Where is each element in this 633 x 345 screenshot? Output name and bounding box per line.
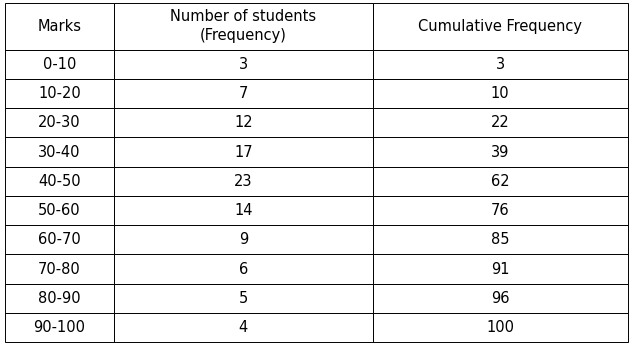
Bar xyxy=(5,137,114,167)
Bar xyxy=(114,255,373,284)
Text: 39: 39 xyxy=(491,145,510,159)
Bar xyxy=(373,50,628,79)
Text: 50-60: 50-60 xyxy=(38,203,81,218)
Bar xyxy=(5,313,114,342)
Bar xyxy=(5,284,114,313)
Text: 76: 76 xyxy=(491,203,510,218)
Bar xyxy=(5,79,114,108)
Bar xyxy=(5,196,114,225)
Bar xyxy=(373,196,628,225)
Text: 60-70: 60-70 xyxy=(38,232,81,247)
Text: 30-40: 30-40 xyxy=(39,145,81,159)
Text: 62: 62 xyxy=(491,174,510,189)
Text: 40-50: 40-50 xyxy=(38,174,81,189)
Text: Marks: Marks xyxy=(37,19,82,34)
Bar xyxy=(114,196,373,225)
Bar xyxy=(373,167,628,196)
Bar xyxy=(5,3,114,50)
Text: 22: 22 xyxy=(491,115,510,130)
Text: 96: 96 xyxy=(491,291,510,306)
Bar xyxy=(373,3,628,50)
Text: 17: 17 xyxy=(234,145,253,159)
Bar xyxy=(114,50,373,79)
Text: 70-80: 70-80 xyxy=(38,262,81,277)
Bar xyxy=(5,225,114,255)
Text: 100: 100 xyxy=(486,320,514,335)
Text: 3: 3 xyxy=(496,57,505,72)
Bar xyxy=(373,108,628,137)
Bar xyxy=(5,167,114,196)
Bar xyxy=(5,255,114,284)
Bar xyxy=(5,50,114,79)
Text: 85: 85 xyxy=(491,232,510,247)
Bar xyxy=(373,255,628,284)
Text: 20-30: 20-30 xyxy=(38,115,81,130)
Bar xyxy=(114,3,373,50)
Text: 23: 23 xyxy=(234,174,253,189)
Bar xyxy=(5,108,114,137)
Bar xyxy=(114,313,373,342)
Bar xyxy=(373,225,628,255)
Text: 6: 6 xyxy=(239,262,248,277)
Bar xyxy=(114,137,373,167)
Text: Cumulative Frequency: Cumulative Frequency xyxy=(418,19,582,34)
Text: 3: 3 xyxy=(239,57,248,72)
Text: 90-100: 90-100 xyxy=(34,320,85,335)
Bar xyxy=(114,167,373,196)
Bar xyxy=(114,108,373,137)
Text: 7: 7 xyxy=(239,86,248,101)
Text: 14: 14 xyxy=(234,203,253,218)
Text: 10-20: 10-20 xyxy=(38,86,81,101)
Text: 5: 5 xyxy=(239,291,248,306)
Bar xyxy=(373,79,628,108)
Bar xyxy=(114,284,373,313)
Text: 12: 12 xyxy=(234,115,253,130)
Text: 0-10: 0-10 xyxy=(43,57,76,72)
Text: 4: 4 xyxy=(239,320,248,335)
Text: 9: 9 xyxy=(239,232,248,247)
Bar xyxy=(114,225,373,255)
Text: 80-90: 80-90 xyxy=(38,291,81,306)
Bar xyxy=(373,284,628,313)
Text: 10: 10 xyxy=(491,86,510,101)
Bar xyxy=(373,137,628,167)
Bar xyxy=(373,313,628,342)
Text: 91: 91 xyxy=(491,262,510,277)
Text: Number of students
(Frequency): Number of students (Frequency) xyxy=(170,9,316,43)
Bar xyxy=(114,79,373,108)
